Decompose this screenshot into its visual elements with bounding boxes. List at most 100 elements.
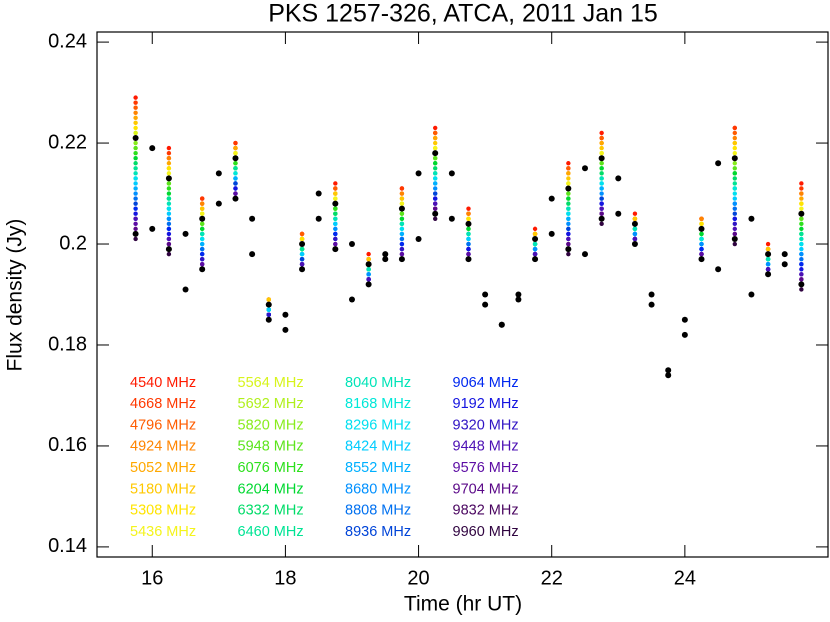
data-point (699, 231, 704, 237)
data-point (732, 166, 737, 171)
data-point (133, 216, 138, 221)
mean-point (432, 150, 439, 157)
y-axis-label: Flux density (Jy) (4, 219, 27, 372)
mean-point (731, 235, 738, 242)
mean-point (415, 170, 422, 177)
data-point (466, 241, 471, 247)
data-point (399, 211, 405, 216)
legend-entry: 8680 MHz (345, 481, 411, 497)
data-point (566, 241, 571, 247)
mean-point (432, 210, 439, 217)
mean-point (465, 220, 472, 227)
data-point (133, 95, 138, 100)
mean-point (332, 200, 339, 207)
mean-point (648, 301, 655, 308)
plot-frame (96, 31, 829, 558)
data-point (732, 171, 737, 176)
data-point (133, 201, 138, 206)
mean-point (615, 210, 622, 217)
data-point (133, 130, 138, 136)
data-point (133, 100, 138, 105)
data-point (433, 125, 438, 131)
data-point (266, 297, 271, 302)
legend-entry: 5052 MHz (130, 460, 196, 476)
data-point (133, 125, 138, 131)
data-point (433, 216, 438, 221)
data-point (433, 196, 438, 201)
data-point (566, 216, 571, 221)
legend-entry: 9832 MHz (453, 503, 519, 519)
mean-point (681, 331, 688, 338)
data-point (199, 256, 205, 262)
data-point (466, 231, 471, 237)
data-point (566, 231, 571, 237)
data-point (799, 256, 804, 262)
data-point (166, 201, 172, 206)
legend-entry: 6204 MHz (238, 481, 304, 497)
x-tick-label: 20 (407, 567, 429, 589)
mean-point (748, 291, 755, 298)
mean-point (215, 170, 222, 177)
data-point (166, 236, 172, 242)
data-point (732, 191, 737, 196)
data-point (133, 110, 138, 115)
data-point (399, 186, 405, 191)
data-point (199, 241, 205, 247)
data-point (133, 120, 138, 126)
data-point (233, 181, 238, 186)
data-point (199, 236, 205, 242)
legend-entry: 9704 MHz (453, 481, 519, 497)
mean-point (282, 326, 289, 333)
mean-point (715, 160, 722, 167)
data-point (732, 181, 737, 186)
mean-point (515, 296, 522, 303)
data-point (333, 216, 338, 221)
mean-point (715, 266, 722, 273)
data-point (333, 211, 338, 216)
data-point (732, 196, 737, 201)
legend-entry: 9320 MHz (453, 417, 519, 433)
data-point (566, 181, 571, 186)
data-point (233, 145, 238, 151)
data-point (566, 201, 571, 206)
legend-entry: 9576 MHz (453, 460, 519, 476)
mean-point (748, 215, 755, 222)
data-point (166, 221, 172, 227)
legend-entry: 8168 MHz (345, 396, 411, 412)
data-point (799, 226, 804, 232)
data-point (133, 150, 138, 156)
mean-point (548, 230, 555, 237)
chart-title: PKS 1257-326, ATCA, 2011 Jan 15 (268, 0, 658, 28)
data-point (166, 216, 172, 221)
data-point (799, 196, 804, 201)
data-point (599, 135, 604, 141)
data-point (166, 166, 172, 171)
x-tick-label: 24 (674, 567, 696, 589)
data-point (333, 241, 338, 247)
data-point (599, 186, 604, 191)
data-point (732, 186, 737, 191)
data-point (799, 277, 804, 282)
data-point (599, 150, 604, 156)
data-point (166, 191, 172, 196)
mean-point (765, 271, 772, 278)
data-point (366, 267, 371, 272)
mean-point (132, 135, 139, 142)
data-point (166, 241, 172, 247)
data-point (466, 246, 471, 252)
data-point (799, 231, 804, 237)
mean-point (199, 266, 206, 273)
data-point (732, 216, 737, 221)
mean-point (631, 241, 638, 248)
mean-point (315, 190, 322, 197)
data-point (732, 211, 737, 216)
data-point (199, 206, 205, 211)
y-tick-label: 0.14 (48, 535, 87, 557)
data-point (632, 236, 638, 242)
data-point (366, 277, 371, 282)
legend-entry: 8040 MHz (345, 375, 411, 391)
data-point (233, 186, 238, 191)
data-point (799, 287, 804, 292)
legend-entry: 6460 MHz (238, 524, 304, 540)
